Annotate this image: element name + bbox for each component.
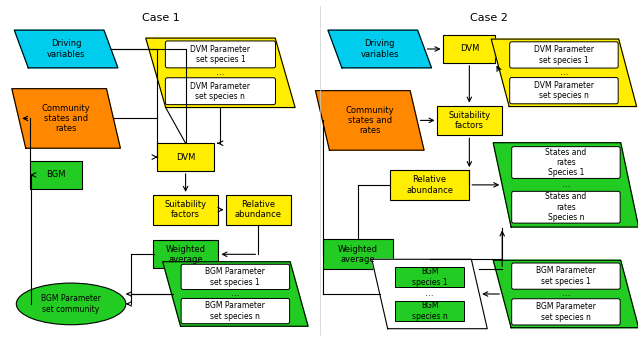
- FancyBboxPatch shape: [166, 78, 275, 105]
- FancyBboxPatch shape: [510, 42, 618, 68]
- Text: BGM
species n: BGM species n: [412, 301, 447, 321]
- Polygon shape: [328, 30, 431, 68]
- Text: Relative
abundance: Relative abundance: [406, 175, 453, 195]
- FancyBboxPatch shape: [395, 301, 465, 321]
- Text: Driving
variables: Driving variables: [47, 39, 86, 59]
- FancyBboxPatch shape: [512, 263, 620, 289]
- Ellipse shape: [17, 283, 126, 325]
- Text: Suitability
factors: Suitability factors: [449, 111, 490, 130]
- FancyBboxPatch shape: [512, 191, 620, 223]
- Text: BGM: BGM: [47, 170, 66, 179]
- FancyBboxPatch shape: [226, 195, 291, 225]
- FancyBboxPatch shape: [157, 143, 215, 171]
- Text: DVM Parameter
set species n: DVM Parameter set species n: [190, 81, 250, 101]
- Polygon shape: [491, 39, 636, 106]
- FancyBboxPatch shape: [390, 170, 470, 200]
- Polygon shape: [163, 262, 308, 326]
- Text: ...: ...: [562, 290, 570, 298]
- FancyBboxPatch shape: [323, 239, 393, 269]
- FancyBboxPatch shape: [166, 41, 275, 68]
- Text: BGM Parameter
set species 1: BGM Parameter set species 1: [205, 267, 265, 286]
- Text: BGM Parameter
set species 1: BGM Parameter set species 1: [536, 266, 596, 286]
- Polygon shape: [493, 260, 638, 328]
- Text: Relative
abundance: Relative abundance: [235, 200, 282, 219]
- Text: BGM Parameter
set species n: BGM Parameter set species n: [536, 302, 596, 322]
- Text: States and
rates
Species 1: States and rates Species 1: [545, 148, 587, 177]
- FancyBboxPatch shape: [153, 195, 218, 225]
- Text: BGM
species 1: BGM species 1: [412, 267, 447, 287]
- Text: DVM Parameter
set species n: DVM Parameter set species n: [534, 81, 594, 100]
- FancyBboxPatch shape: [181, 298, 289, 324]
- Text: DVM: DVM: [176, 153, 196, 162]
- Text: ...: ...: [216, 68, 225, 77]
- Text: DVM: DVM: [459, 44, 479, 54]
- FancyBboxPatch shape: [443, 35, 495, 63]
- Polygon shape: [493, 143, 638, 227]
- Text: BGM Parameter
set community: BGM Parameter set community: [41, 294, 101, 314]
- FancyBboxPatch shape: [181, 264, 289, 290]
- Text: States and
rates
Species n: States and rates Species n: [545, 192, 587, 222]
- Text: ...: ...: [231, 290, 240, 298]
- Text: Community
states and
rates: Community states and rates: [42, 104, 91, 133]
- Text: Community
states and
rates: Community states and rates: [346, 105, 394, 135]
- Text: DVM Parameter
set species 1: DVM Parameter set species 1: [534, 45, 594, 65]
- FancyBboxPatch shape: [395, 267, 465, 287]
- Text: ...: ...: [560, 68, 568, 77]
- Polygon shape: [372, 259, 488, 329]
- FancyBboxPatch shape: [512, 299, 620, 325]
- Text: Case 1: Case 1: [142, 13, 180, 23]
- Text: DVM Parameter
set species 1: DVM Parameter set species 1: [190, 45, 250, 64]
- FancyBboxPatch shape: [153, 240, 218, 268]
- Text: ...: ...: [562, 180, 570, 189]
- Text: Case 2: Case 2: [470, 13, 508, 23]
- FancyBboxPatch shape: [30, 161, 82, 189]
- Text: Weighted
average: Weighted average: [166, 244, 206, 264]
- Polygon shape: [146, 38, 295, 107]
- Text: BGM Parameter
set species n: BGM Parameter set species n: [205, 301, 265, 321]
- FancyBboxPatch shape: [512, 147, 620, 178]
- Text: ...: ...: [425, 290, 434, 298]
- FancyBboxPatch shape: [510, 77, 618, 104]
- Polygon shape: [14, 30, 118, 68]
- Text: Driving
variables: Driving variables: [360, 39, 399, 59]
- Polygon shape: [12, 89, 120, 148]
- Polygon shape: [316, 91, 424, 150]
- Text: Weighted
average: Weighted average: [338, 244, 378, 264]
- Text: Suitability
factors: Suitability factors: [164, 200, 206, 219]
- FancyBboxPatch shape: [437, 105, 502, 135]
